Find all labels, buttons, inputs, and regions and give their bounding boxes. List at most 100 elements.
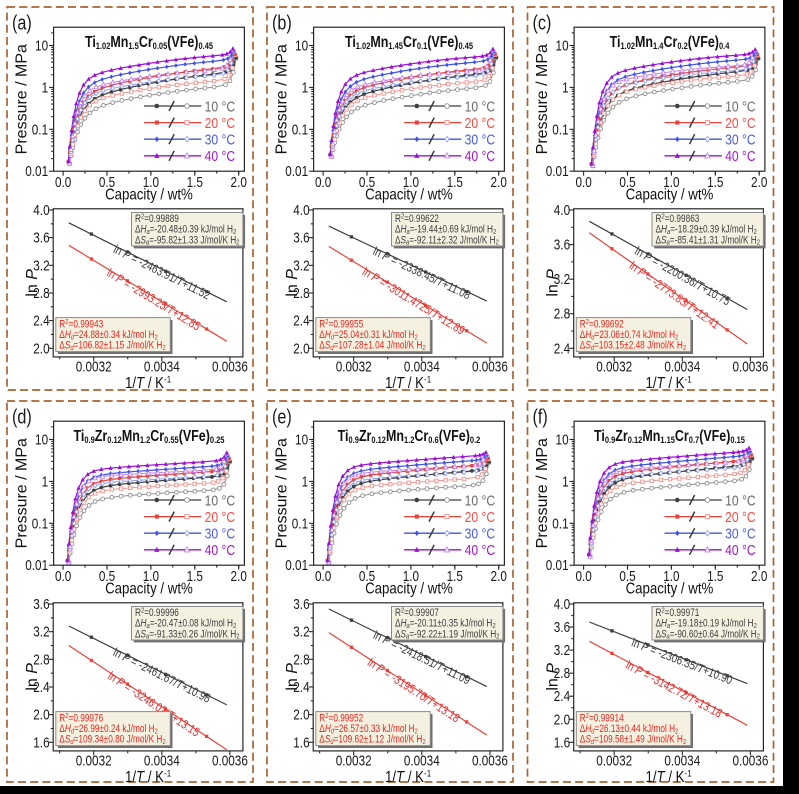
svg-text:=-91.33±0.26 J/mol/K H: =-91.33±0.26 J/mol/K H [149,628,236,640]
svg-text:a: a [146,633,149,641]
svg-text:2: 2 [155,728,158,736]
svg-text:(VFe): (VFe) [427,34,458,52]
svg-text:H: H [661,618,667,630]
svg-text:=-20.48±0.39 kJ/mol H: =-20.48±0.39 kJ/mol H [150,224,233,236]
svg-text:(VFe): (VFe) [167,34,198,52]
svg-text:Ti: Ti [594,428,605,446]
svg-text:(VFe): (VFe) [439,428,470,446]
svg-text:0.0: 0.0 [55,568,71,584]
svg-text:R: R [59,712,65,724]
svg-text:ln: ln [630,636,645,652]
svg-text:a: a [406,239,409,247]
svg-text:=0.99943: =0.99943 [68,318,103,330]
svg-text:1.02: 1.02 [356,40,371,51]
svg-text:-1: -1 [685,374,692,385]
svg-text:Capacity / wt%: Capacity / wt% [105,187,193,204]
svg-text:2.4: 2.4 [33,679,49,695]
svg-text:2: 2 [401,213,404,221]
svg-text:T: T [396,375,405,392]
svg-text:2.8: 2.8 [293,285,309,301]
svg-text:=0.99692: =0.99692 [589,318,624,330]
svg-text:R: R [395,607,401,619]
svg-text:ln: ln [284,280,301,297]
svg-text:1.2: 1.2 [140,434,151,445]
svg-text:0.9: 0.9 [84,434,95,445]
svg-text:Ti: Ti [338,428,349,446]
svg-text:0.12: 0.12 [107,434,122,445]
svg-text:T: T [657,375,666,392]
svg-text:R: R [135,607,141,619]
svg-text:2: 2 [754,228,757,236]
svg-text:Mn: Mn [635,34,653,52]
svg-text:H: H [401,224,407,236]
svg-text:=-92.22±1.19 J/mol/K H: =-92.22±1.19 J/mol/K H [409,628,496,640]
svg-text:2.0: 2.0 [293,340,309,356]
svg-text:Capacity / wt%: Capacity / wt% [365,581,453,598]
svg-text:40: 40 [725,542,742,558]
svg-text:Ti: Ti [74,428,85,446]
svg-text:0.12: 0.12 [628,434,643,445]
svg-text:1/: 1/ [125,769,137,786]
svg-text:=0.99907: =0.99907 [404,607,439,619]
svg-text:0.0: 0.0 [315,568,331,584]
svg-text:2: 2 [661,607,664,615]
svg-text:Ti: Ti [610,34,621,52]
svg-text:-1: -1 [164,768,171,779]
svg-text:Ti: Ti [345,34,356,52]
svg-text:0.5: 0.5 [619,174,635,190]
svg-text:2.8: 2.8 [33,651,49,667]
svg-text:°C: °C [481,525,495,541]
svg-text:0.1: 0.1 [552,121,568,137]
svg-text:1/: 1/ [125,375,137,392]
svg-text:20: 20 [725,115,742,131]
svg-text:0.0034: 0.0034 [144,753,180,769]
svg-text:3.2: 3.2 [33,257,49,273]
svg-text:d: d [330,738,333,746]
svg-text:0.15: 0.15 [730,434,745,445]
svg-text:°C: °C [481,509,495,525]
svg-text:Mn: Mn [642,428,660,446]
svg-text:P: P [639,640,650,655]
svg-text:Δ: Δ [656,234,662,246]
svg-text:Δ: Δ [135,224,141,236]
svg-text:°C: °C [742,492,756,508]
svg-text:Δ: Δ [395,224,401,236]
svg-text:0.2: 0.2 [677,40,688,51]
svg-text:10: 10 [556,37,569,53]
svg-text:Mn: Mn [110,34,128,52]
svg-text:1/: 1/ [645,375,657,392]
svg-text:R: R [135,213,141,225]
svg-text:2: 2 [586,712,589,720]
svg-text:2: 2 [496,239,499,247]
svg-text:R: R [656,213,662,225]
svg-text:Pressure / MPa: Pressure / MPa [274,438,291,548]
svg-text:1: 1 [562,473,569,489]
svg-text:d: d [591,738,594,746]
svg-text:2: 2 [233,228,236,236]
svg-text:=103.15±2.48 J/mol/K H: =103.15±2.48 J/mol/K H [594,340,683,352]
svg-text:30: 30 [725,131,742,147]
svg-text:3.6: 3.6 [33,596,49,612]
svg-text:Pressure / MPa: Pressure / MPa [534,438,551,548]
svg-text:(d): (d) [12,406,32,428]
svg-text:Δ: Δ [319,723,325,735]
svg-text:d: d [70,738,73,746]
svg-text:=-20.11±0.35 kJ/mol H: =-20.11±0.35 kJ/mol H [410,618,493,630]
svg-text:0.01: 0.01 [285,163,308,179]
svg-text:10: 10 [205,492,222,508]
svg-text:30: 30 [465,131,482,147]
svg-text:0.0036: 0.0036 [732,359,768,375]
svg-text:(VFe): (VFe) [699,428,730,446]
svg-text:1.5: 1.5 [128,40,139,51]
svg-text:R: R [319,318,325,330]
svg-text:1: 1 [42,473,49,489]
svg-text:S: S [65,734,71,746]
svg-text:H: H [65,329,71,341]
svg-text:=-20.47±0.08 kJ/mol H: =-20.47±0.08 kJ/mol H [150,618,233,630]
svg-text:2.8: 2.8 [33,285,49,301]
svg-text:(b): (b) [272,12,292,34]
svg-text:H: H [141,618,147,630]
svg-text:40: 40 [205,148,222,164]
svg-text:30: 30 [465,525,482,541]
svg-text:H: H [585,723,591,735]
